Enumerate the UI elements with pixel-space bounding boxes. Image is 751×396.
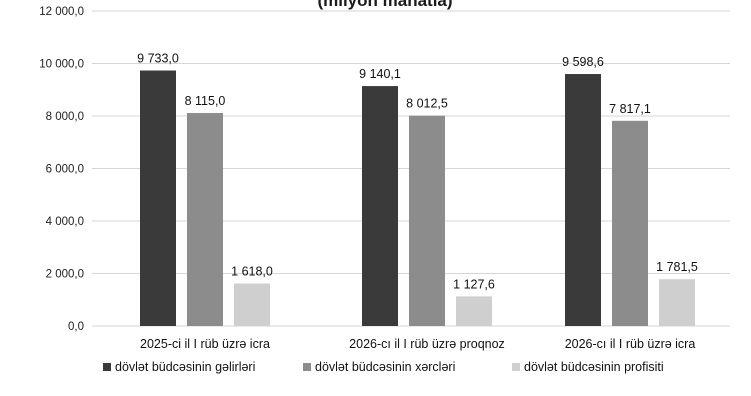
y-axis-tick-labels: 0,0 2 000,0 4 000,0 6 000,0 8 000,0 10 000,0 1… xyxy=(39,6,84,333)
bar xyxy=(409,115,445,326)
legend-swatch xyxy=(512,363,520,371)
bar xyxy=(565,74,601,327)
data-label: 1 618,0 xyxy=(231,265,273,279)
bar xyxy=(612,120,648,327)
y-tick-label: 2 000,0 xyxy=(46,269,84,281)
y-tick-label: 10 000,0 xyxy=(39,59,84,71)
bar xyxy=(187,112,223,326)
legend: dövlət büdcəsinin gəlirləri dövlət büdcəs… xyxy=(103,360,664,374)
y-tick-label: 12 000,0 xyxy=(39,6,84,18)
y-tick-label: 6 000,0 xyxy=(46,164,84,176)
y-tick-label: 8 000,0 xyxy=(46,111,84,123)
legend-label: dövlət büdcəsinin gəlirləri xyxy=(115,360,255,374)
legend-swatch xyxy=(303,363,311,371)
legend-item: dövlət büdcəsinin xərcləri xyxy=(303,360,455,374)
bars xyxy=(140,70,695,327)
legend-label: dövlət büdcəsinin profisiti xyxy=(524,360,664,374)
legend-swatch xyxy=(103,363,111,371)
data-label: 9 733,0 xyxy=(137,52,179,66)
data-label: 9 140,1 xyxy=(359,67,401,81)
bar xyxy=(362,86,398,326)
y-tick-label: 4 000,0 xyxy=(46,216,84,228)
bar xyxy=(659,279,695,326)
x-axis-tick-labels: 2025-ci il I rüb üzrə icra 2026-cı il I r… xyxy=(140,337,695,351)
y-tick-label: 0,0 xyxy=(68,321,84,333)
data-label: 1 781,5 xyxy=(656,260,698,274)
bar xyxy=(456,296,492,326)
bar xyxy=(140,70,176,326)
bar xyxy=(234,283,270,326)
legend-label: dövlət büdcəsinin xərcləri xyxy=(315,360,455,374)
x-tick-label: 2026-cı il I rüb üzrə icra xyxy=(565,337,696,351)
chart-title: (milyon manatla) xyxy=(317,0,452,10)
data-label: 9 598,6 xyxy=(562,55,604,69)
data-label: 8 115,0 xyxy=(185,94,226,108)
data-label: 7 817,1 xyxy=(609,102,651,116)
data-label: 8 012,5 xyxy=(406,97,448,111)
legend-item: dövlət büdcəsinin gəlirləri xyxy=(103,360,255,374)
x-tick-label: 2025-ci il I rüb üzrə icra xyxy=(140,337,270,351)
x-tick-label: 2026-cı il I rüb üzrə proqnoz xyxy=(349,337,505,351)
data-label: 1 127,6 xyxy=(453,277,495,291)
legend-item: dövlət büdcəsinin profisiti xyxy=(512,360,664,374)
data-labels: 9 733,0 9 140,1 9 598,6 8 115,0 8 012,5 7 817… xyxy=(137,52,698,292)
